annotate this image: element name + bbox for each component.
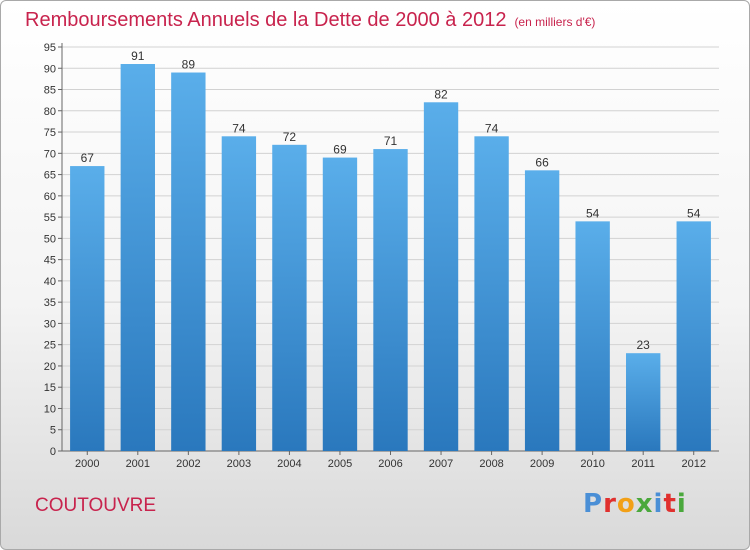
- x-tick-label-2001: 2001: [126, 458, 150, 470]
- bar-2006: [373, 149, 408, 451]
- bar-2000: [70, 166, 105, 452]
- bar-2007: [423, 102, 459, 451]
- y-tick-label: 35: [44, 297, 56, 309]
- x-tick-label-2000: 2000: [75, 458, 99, 470]
- x-tick-label-2005: 2005: [328, 458, 352, 470]
- data-label-2005: 69: [333, 143, 347, 157]
- x-tick-label-2006: 2006: [378, 458, 402, 470]
- data-label-2007: 82: [434, 87, 448, 101]
- chart-title-text: Remboursements Annuels de la Dette de 20…: [25, 9, 507, 31]
- bar-2010: [575, 221, 610, 451]
- y-tick-label: 65: [44, 170, 56, 182]
- x-tick-label-2011: 2011: [631, 458, 655, 470]
- bars: [70, 64, 711, 452]
- bar-2004: [272, 144, 307, 451]
- y-tick-label: 75: [44, 127, 56, 139]
- x-tick-label-2012: 2012: [681, 458, 705, 470]
- y-tick-label: 0: [50, 446, 56, 458]
- x-tick-label-2010: 2010: [580, 458, 604, 470]
- x-tick-label-2003: 2003: [227, 458, 251, 470]
- data-label-2012: 54: [687, 206, 701, 220]
- bar-2005: [322, 157, 358, 451]
- x-tick-label-2004: 2004: [277, 458, 301, 470]
- data-label-2011: 23: [637, 338, 651, 352]
- y-tick-label: 5: [50, 425, 56, 437]
- y-tick-label: 95: [44, 42, 56, 54]
- bar-2011: [626, 353, 661, 451]
- commune-name: COUTOUVRE: [35, 495, 157, 516]
- y-tick-label: 80: [44, 106, 56, 118]
- y-tick-label: 25: [44, 340, 56, 352]
- x-tick-label-2002: 2002: [176, 458, 200, 470]
- data-label-2004: 72: [283, 130, 297, 144]
- y-tick-label: 90: [44, 63, 56, 75]
- data-label-2008: 74: [485, 121, 499, 135]
- y-tick-label: 10: [44, 403, 56, 415]
- x-tick-label-2008: 2008: [479, 458, 503, 470]
- data-label-2009: 66: [535, 155, 549, 169]
- y-tick-label: 55: [44, 212, 56, 224]
- y-tick-label: 15: [44, 382, 56, 394]
- x-tick-label-2009: 2009: [530, 458, 554, 470]
- data-label-2000: 67: [81, 151, 95, 165]
- data-label-2010: 54: [586, 206, 600, 220]
- data-label-2006: 71: [384, 134, 398, 148]
- y-tick-label: 85: [44, 85, 56, 97]
- y-tick-label: 45: [44, 255, 56, 267]
- chart-subtitle: (en milliers d'€): [514, 15, 596, 29]
- chart-title: Remboursements Annuels de la Dette de 20…: [25, 9, 595, 32]
- bar-2002: [171, 72, 206, 451]
- y-tick-label: 40: [44, 276, 56, 288]
- bar-2009: [524, 170, 560, 452]
- bar-2008: [474, 136, 509, 451]
- y-tick-label: 60: [44, 191, 56, 203]
- bar-2012: [676, 221, 711, 451]
- y-tick-label: 30: [44, 318, 56, 330]
- data-label-2002: 89: [182, 58, 196, 72]
- x-tick-label-2007: 2007: [429, 458, 453, 470]
- bar-2001: [120, 64, 155, 451]
- proxiti-logo: Proxiti: [583, 489, 687, 519]
- y-tick-label: 70: [44, 148, 56, 160]
- y-tick-label: 20: [44, 361, 56, 373]
- bar-2003: [221, 136, 257, 451]
- labels: 0 5 10 15 20 25 30 35 40 45 50 55 60 65 70 75 80 85 90 95 67…: [44, 42, 706, 470]
- data-label-2001: 91: [131, 49, 145, 63]
- data-label-2003: 74: [232, 121, 246, 135]
- y-tick-label: 50: [44, 233, 56, 245]
